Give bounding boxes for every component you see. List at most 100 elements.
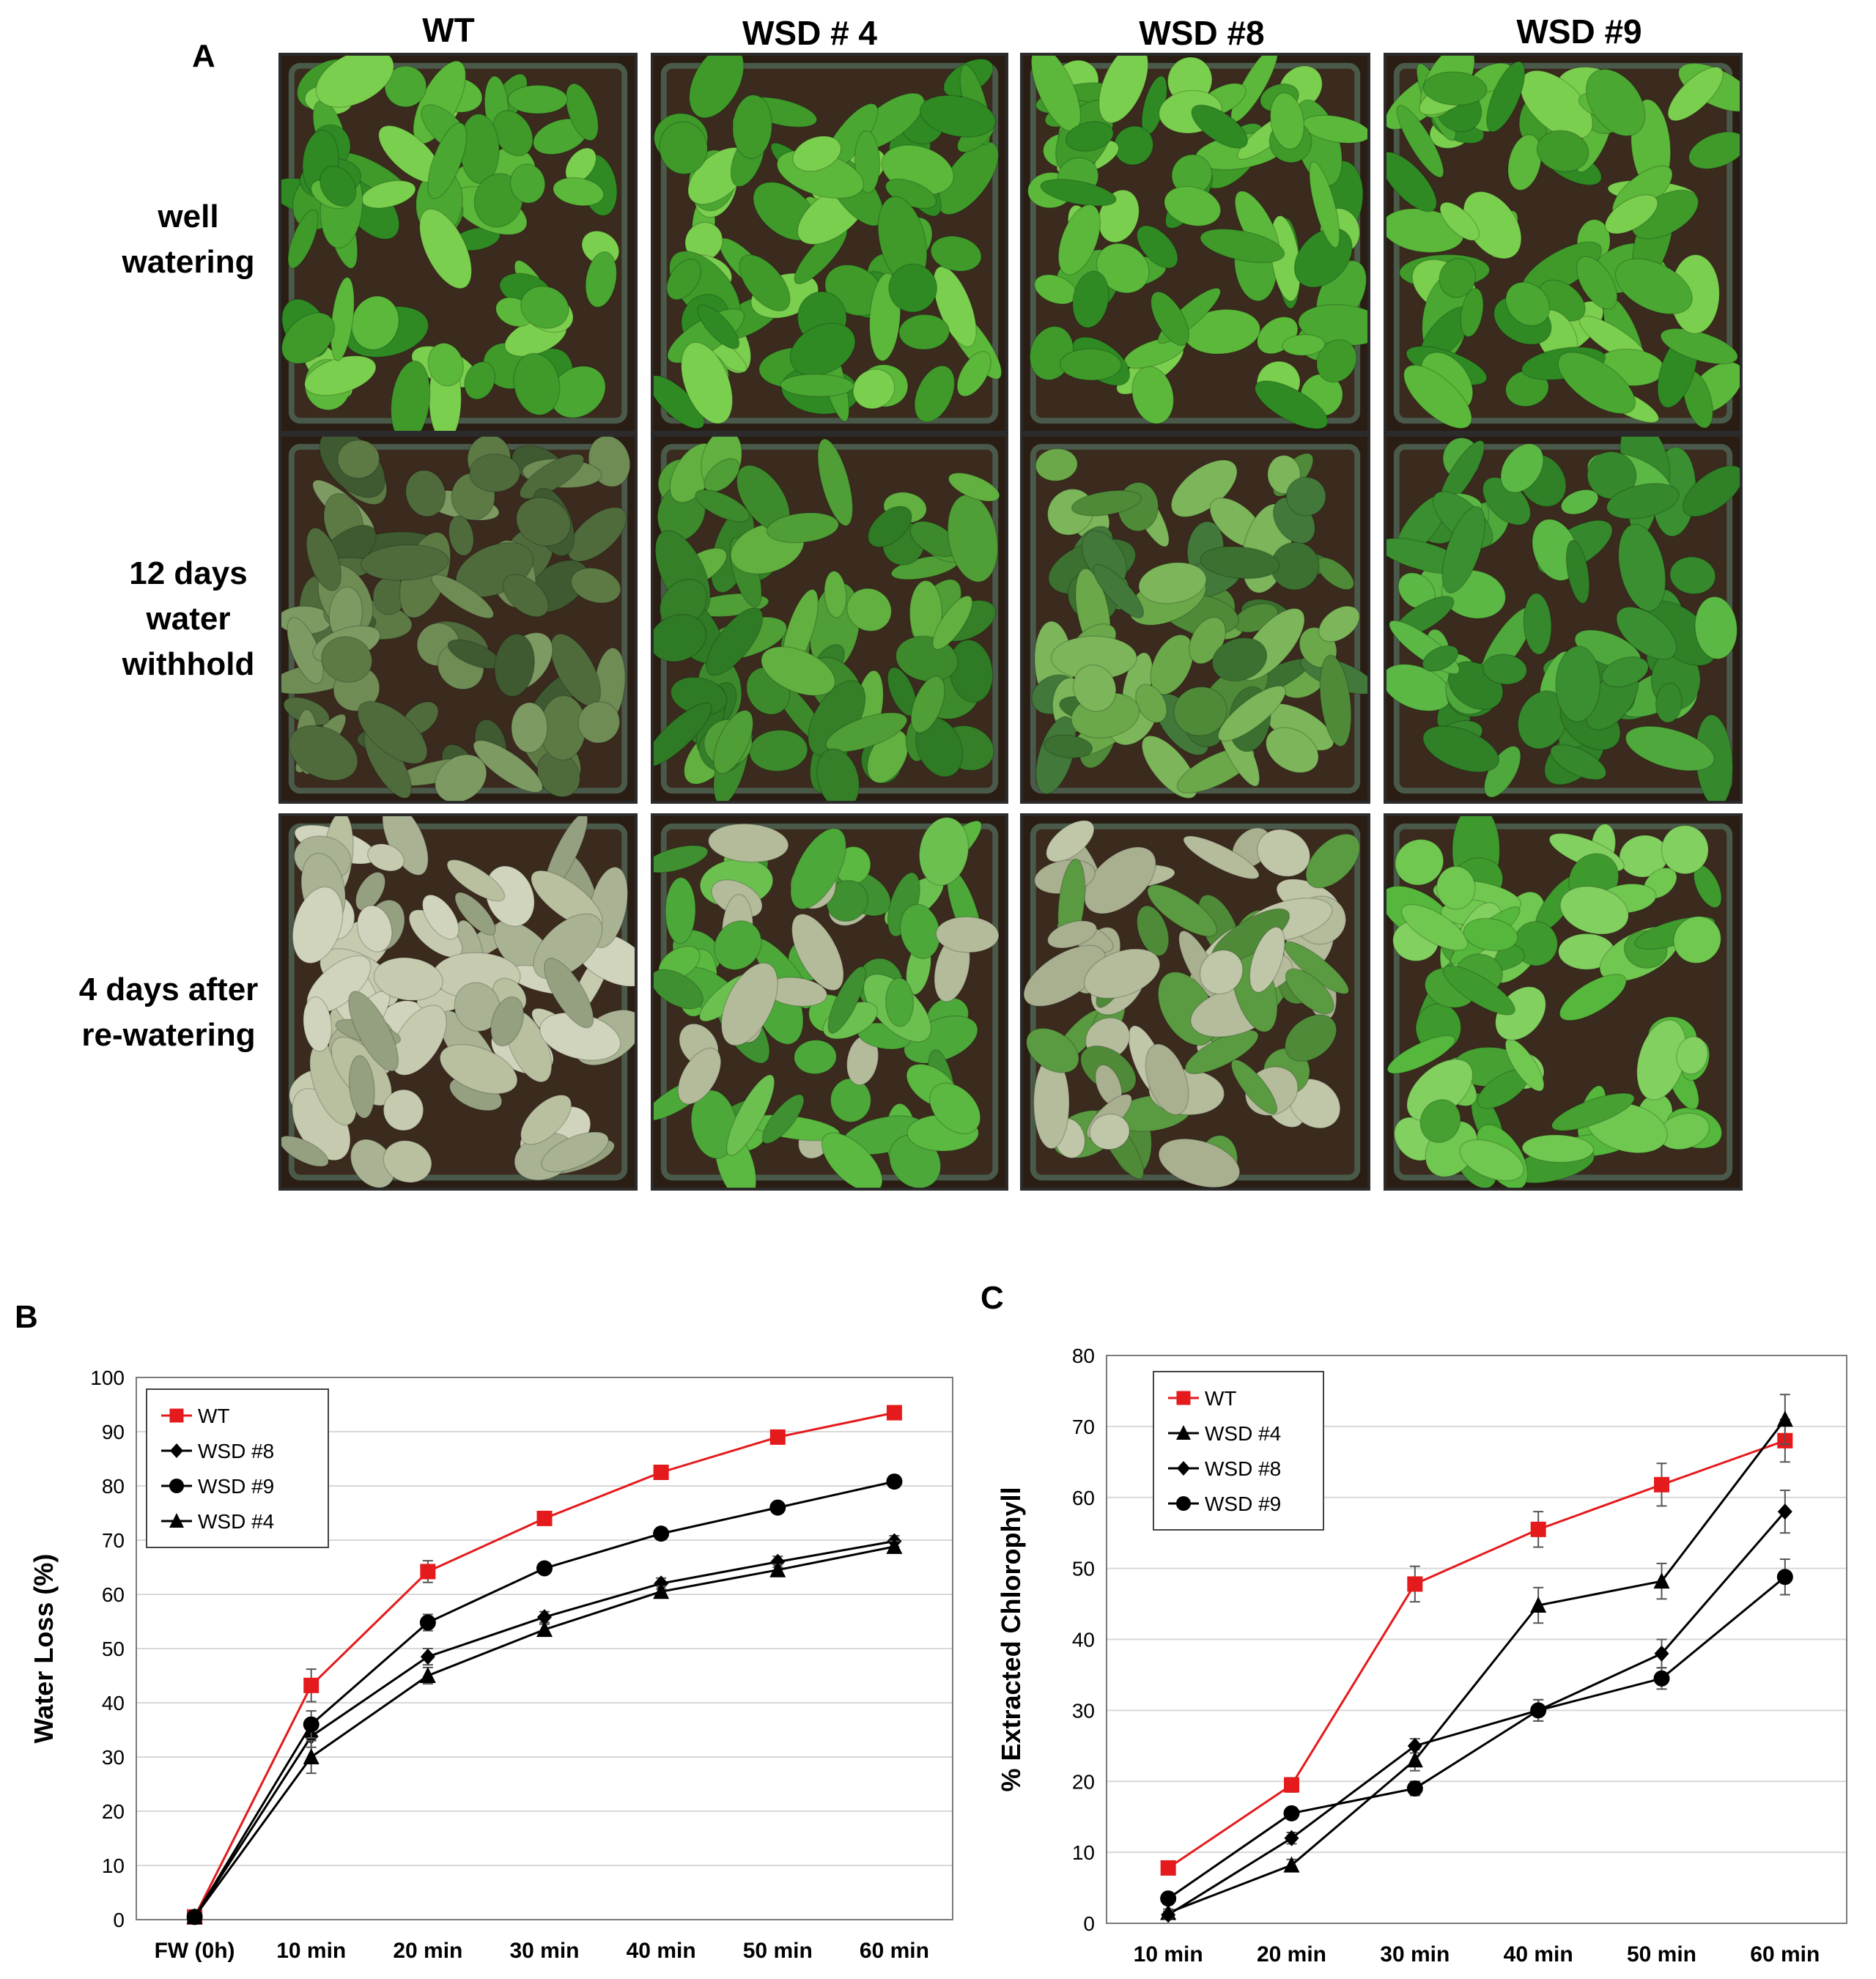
x-tick-label: FW (0h)	[155, 1939, 235, 1963]
data-point	[1284, 1777, 1299, 1793]
y-axis-label: Water Loss (%)	[29, 1554, 59, 1744]
y-tick-label: 70	[1072, 1416, 1095, 1438]
y-tick-label: 60	[102, 1583, 125, 1606]
series-line	[193, 1545, 895, 1918]
series-line	[1167, 1439, 1786, 1869]
y-tick-label: 40	[1072, 1629, 1095, 1651]
data-point	[1530, 1521, 1546, 1537]
data-point	[653, 1583, 670, 1599]
y-tick-label: 0	[113, 1909, 125, 1931]
plant-photo	[1384, 434, 1743, 804]
x-tick-label: 20 min	[1257, 1942, 1326, 1967]
series-line	[1167, 1511, 1786, 1916]
data-point	[536, 1560, 553, 1577]
legend-label: WSD #9	[198, 1475, 274, 1498]
data-point	[769, 1561, 786, 1577]
plot-frame	[136, 1377, 953, 1920]
data-point	[1776, 1569, 1793, 1586]
legend: WT WSD #8 WSD #9 WSD #4	[146, 1388, 329, 1548]
x-tick-label: 40 min	[627, 1939, 696, 1963]
plot-frame	[1106, 1355, 1847, 1924]
x-tick-label: 60 min	[1750, 1942, 1820, 1967]
plant-photo	[1020, 813, 1370, 1191]
data-point	[303, 1677, 320, 1693]
series-wsd-4	[1160, 1394, 1793, 1920]
legend: WT WSD #4 WSD #8 WSD #9	[1153, 1371, 1324, 1531]
plant-photo	[278, 434, 638, 804]
legend-marker	[170, 1443, 183, 1458]
data-point	[537, 1609, 552, 1626]
data-point	[1406, 1751, 1423, 1768]
y-tick-label: 0	[1083, 1912, 1095, 1935]
x-tick-label: 30 min	[1380, 1942, 1450, 1967]
legend-marker	[169, 1408, 184, 1423]
y-tick-label: 70	[102, 1529, 125, 1552]
data-point	[1161, 1906, 1176, 1923]
chart-extracted-chlorophyll: C 0 10 20 30 40 50 60 70 80 10 min 20 min 30 min 40 m…	[981, 1280, 1847, 1967]
series-line	[1167, 1418, 1787, 1914]
series-line	[193, 1540, 895, 1918]
data-point	[1654, 1476, 1669, 1492]
column-header-wsd4: WSD # 4	[742, 14, 878, 52]
data-point	[1777, 1503, 1792, 1520]
plant-photo	[1384, 53, 1743, 434]
chart-water-loss: B 0 10 20 30 40 50 60 70 80 90 100 FW (0h) 10 min 20 m…	[15, 1299, 953, 1963]
data-point	[1160, 1860, 1176, 1876]
data-point	[1283, 1856, 1300, 1873]
data-point	[653, 1465, 669, 1480]
row-label-water-withhold: 12 days water withhold	[122, 555, 255, 682]
data-point	[1654, 1645, 1669, 1662]
legend-marker	[169, 1513, 184, 1528]
data-point	[653, 1525, 670, 1542]
y-tick-label: 30	[1072, 1699, 1095, 1722]
panel-letter: B	[15, 1299, 38, 1335]
x-tick-label: 60 min	[860, 1939, 929, 1963]
y-tick-label: 40	[102, 1692, 125, 1714]
data-point	[1407, 1576, 1423, 1592]
plant-photo	[278, 53, 638, 434]
plant-photo	[651, 53, 1008, 434]
series-wsd-4	[186, 1537, 903, 1925]
data-point	[303, 1748, 320, 1764]
data-point	[420, 1564, 436, 1580]
legend-label: WSD #4	[198, 1510, 274, 1533]
y-tick-label: 20	[1072, 1770, 1095, 1793]
data-point	[1284, 1830, 1299, 1846]
data-point	[1530, 1597, 1547, 1613]
legend-label: WSD #8	[1205, 1457, 1281, 1480]
data-point	[1406, 1780, 1423, 1797]
legend-marker	[1176, 1425, 1191, 1440]
x-tick-label: 40 min	[1504, 1942, 1573, 1967]
data-point	[303, 1716, 320, 1733]
series-wt	[1160, 1418, 1793, 1876]
plant-photo	[1020, 434, 1370, 804]
legend-marker	[1176, 1496, 1191, 1511]
data-point	[886, 1537, 903, 1554]
x-tick-label: 30 min	[509, 1939, 579, 1963]
series-wsd-9	[1160, 1558, 1793, 1907]
series-wt	[187, 1405, 902, 1925]
column-header-wt: WT	[422, 11, 475, 49]
y-tick-label: 60	[1072, 1487, 1095, 1509]
data-point	[420, 1649, 435, 1665]
series-wsd-8	[1161, 1490, 1792, 1923]
data-point	[186, 1908, 203, 1925]
x-tick-label: 50 min	[1627, 1942, 1696, 1967]
plant-photo	[651, 813, 1008, 1191]
panel-letter: C	[981, 1280, 1004, 1316]
y-tick-label: 50	[1072, 1558, 1095, 1580]
y-tick-label: 10	[102, 1854, 125, 1877]
y-tick-label: 90	[102, 1421, 125, 1443]
x-tick-label: 10 min	[1134, 1942, 1203, 1967]
data-point	[1653, 1670, 1670, 1687]
data-point	[886, 1473, 903, 1490]
data-point	[1776, 1410, 1793, 1427]
data-point	[769, 1499, 786, 1516]
data-point	[769, 1429, 786, 1445]
panel-a-letter: A	[192, 38, 215, 74]
series-wsd-8	[187, 1533, 902, 1926]
y-tick-label: 20	[102, 1800, 125, 1823]
data-point	[419, 1667, 436, 1683]
y-tick-label: 80	[102, 1475, 125, 1498]
y-tick-label: 50	[102, 1638, 125, 1660]
